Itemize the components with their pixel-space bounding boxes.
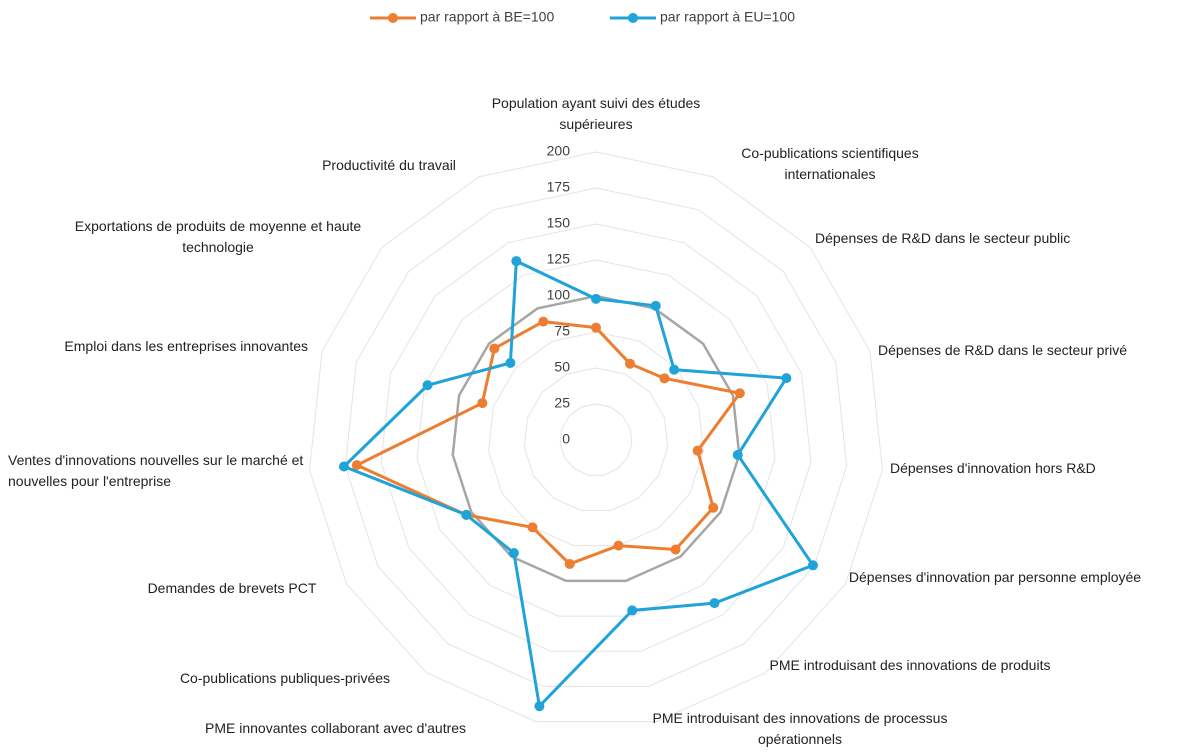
grid-ring <box>416 259 776 617</box>
marker <box>338 461 349 472</box>
marker <box>538 316 549 327</box>
marker <box>527 522 538 533</box>
marker <box>692 445 703 456</box>
marker <box>461 509 472 520</box>
marker <box>624 358 635 369</box>
marker <box>732 449 743 460</box>
marker <box>422 380 433 391</box>
tick-label: 50 <box>554 359 570 375</box>
marker <box>670 544 681 555</box>
axis-label: Demandes de brevets PCT <box>147 580 317 596</box>
grid-ring <box>344 187 848 687</box>
axis-label: Productivité du travail <box>322 157 456 173</box>
marker <box>708 502 719 513</box>
grid-ring <box>309 151 883 723</box>
legend-marker <box>388 13 398 23</box>
grid-ring <box>451 294 741 583</box>
axis-label: Dépenses d'innovation par personne emplo… <box>848 569 1142 585</box>
marker <box>650 300 661 311</box>
axis-label: Co-publications publiques-privées <box>179 670 391 686</box>
tick-label: 25 <box>554 395 570 411</box>
marker <box>591 293 601 304</box>
tick-label: 175 <box>547 179 571 195</box>
marker <box>669 364 680 375</box>
marker <box>534 701 545 712</box>
axis-label: Co-publications scientifiques internatio… <box>741 145 919 182</box>
marker <box>807 560 818 571</box>
tick-label: 125 <box>547 251 571 267</box>
axis-label: Ventes d'innovations nouvelles sur le ma… <box>8 452 304 489</box>
marker <box>709 598 720 609</box>
legend-label: par rapport à EU=100 <box>660 9 795 25</box>
marker <box>351 460 362 471</box>
series-line <box>353 320 743 566</box>
axis-label: PME introduisant des innovations de proc… <box>652 710 948 747</box>
marker <box>591 322 601 333</box>
axis-label: PME innovantes collaborant avec d'autres <box>205 720 467 736</box>
marker <box>659 373 670 384</box>
axis-label: PME introduisant des innovations de prod… <box>769 657 1051 673</box>
marker <box>613 540 624 551</box>
axis-label: Dépenses de R&D dans le secteur public <box>815 230 1071 246</box>
axis-label: Dépenses d'innovation hors R&D <box>890 460 1096 476</box>
marker <box>734 388 745 399</box>
grid-ring <box>380 223 812 652</box>
axis-label: Exportations de produits de moyenne et h… <box>74 218 362 255</box>
tick-label: 75 <box>554 323 570 339</box>
tick-label: 0 <box>562 431 570 447</box>
marker <box>511 256 522 267</box>
axis-label: Dépenses de R&D dans le secteur privé <box>878 342 1128 358</box>
marker <box>627 605 638 616</box>
marker <box>781 373 792 384</box>
axis-label: Population ayant suivi des études supéri… <box>491 95 701 132</box>
marker <box>505 357 516 368</box>
tick-label: 200 <box>547 143 571 159</box>
grid-ring <box>559 403 633 476</box>
marker <box>564 558 575 569</box>
grid-ring <box>488 331 704 547</box>
marker <box>477 398 488 409</box>
tick-label: 100 <box>547 287 571 303</box>
legend-label: par rapport à BE=100 <box>420 9 554 25</box>
legend-marker <box>628 13 638 23</box>
axis-label: Emploi dans les entreprises innovantes <box>64 338 308 354</box>
grid-ring <box>523 367 669 511</box>
marker <box>508 548 519 559</box>
tick-label: 150 <box>547 215 571 231</box>
series-line <box>341 258 816 710</box>
marker <box>489 343 500 354</box>
